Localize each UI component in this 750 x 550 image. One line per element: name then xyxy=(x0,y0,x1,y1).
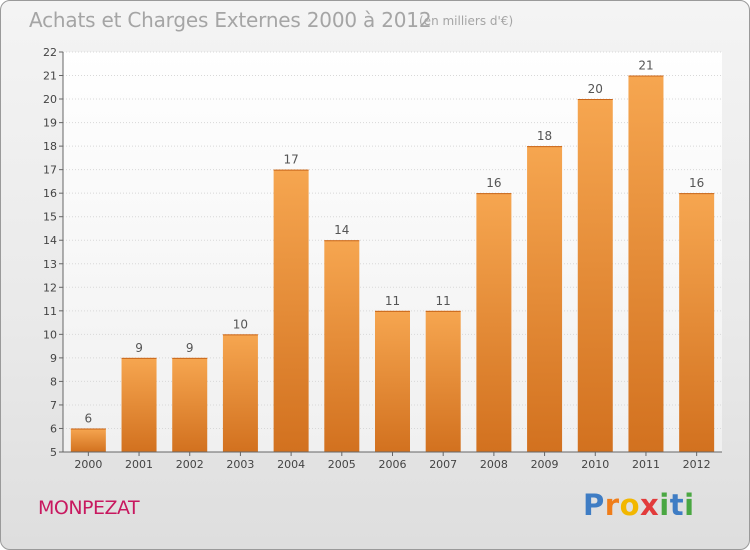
x-tick-label: 2006 xyxy=(379,458,407,471)
bar-value-label: 16 xyxy=(486,176,501,190)
bar-2005 xyxy=(324,240,360,452)
logo-letter: i xyxy=(659,488,670,522)
chart-subtitle: (en milliers d'€) xyxy=(419,14,514,28)
y-tick-label: 7 xyxy=(50,399,57,412)
bar-value-label: 14 xyxy=(334,223,349,237)
y-tick-label: 9 xyxy=(50,352,57,365)
bar-value-label: 17 xyxy=(283,153,298,167)
bar-2004 xyxy=(273,169,309,452)
bar-2000 xyxy=(70,428,106,452)
bar-2009 xyxy=(527,146,563,452)
bar-2012 xyxy=(679,193,715,453)
bar-value-label: 21 xyxy=(638,59,653,73)
x-tick-label: 2004 xyxy=(277,458,305,471)
x-tick-label: 2009 xyxy=(531,458,559,471)
x-tick-label: 2010 xyxy=(581,458,609,471)
y-tick-label: 11 xyxy=(43,305,57,318)
bar-2006 xyxy=(375,310,410,452)
logo-letter: t xyxy=(669,488,685,522)
x-tick-label: 2008 xyxy=(480,458,508,471)
y-tick-label: 20 xyxy=(43,93,57,106)
x-tick-label: 2011 xyxy=(632,458,660,471)
y-tick-label: 13 xyxy=(43,258,57,271)
y-tick-label: 16 xyxy=(43,187,57,200)
bar-value-label: 11 xyxy=(436,294,451,308)
y-tick-label: 6 xyxy=(50,422,57,435)
bar-2010 xyxy=(577,99,613,452)
y-tick-label: 10 xyxy=(43,328,57,341)
y-tick-label: 15 xyxy=(43,211,57,224)
logo-letter: r xyxy=(604,488,620,522)
bar-2011 xyxy=(628,75,664,452)
bar-2003 xyxy=(222,334,258,452)
y-tick-label: 18 xyxy=(43,140,57,153)
y-tick-label: 22 xyxy=(43,46,57,59)
bar-2002 xyxy=(172,357,208,452)
bar-value-label: 18 xyxy=(537,129,552,143)
bar-value-label: 9 xyxy=(135,341,143,355)
bar-value-label: 9 xyxy=(186,341,194,355)
x-tick-label: 2012 xyxy=(683,458,711,471)
x-tick-label: 2005 xyxy=(328,458,356,471)
x-tick-label: 2002 xyxy=(176,458,204,471)
x-tick-label: 2007 xyxy=(429,458,457,471)
bar-value-label: 20 xyxy=(588,82,603,96)
y-tick-label: 12 xyxy=(43,281,57,294)
bar-value-label: 6 xyxy=(85,411,93,425)
x-tick-label: 2000 xyxy=(74,458,102,471)
chart-title: Achats et Charges Externes 2000 à 2012 xyxy=(29,8,432,32)
logo-letter: P xyxy=(583,488,605,522)
x-tick-label: 2001 xyxy=(125,458,153,471)
y-tick-label: 8 xyxy=(50,375,57,388)
y-tick-label: 17 xyxy=(43,164,57,177)
bar-value-label: 16 xyxy=(689,176,704,190)
bar-2008 xyxy=(476,193,512,453)
y-tick-label: 19 xyxy=(43,117,57,130)
logo-letter: x xyxy=(640,488,660,522)
x-tick-label: 2003 xyxy=(226,458,254,471)
logo-letter: i xyxy=(684,488,695,522)
logo-letter: o xyxy=(619,488,641,522)
proxiti-logo: Proxiti xyxy=(583,488,695,522)
y-tick-label: 14 xyxy=(43,234,57,247)
bar-2007 xyxy=(425,310,461,452)
commune-name: MONPEZAT xyxy=(38,497,140,519)
y-tick-label: 5 xyxy=(50,446,57,459)
bar-value-label: 11 xyxy=(385,294,400,308)
bar-2001 xyxy=(121,357,157,452)
y-tick-label: 21 xyxy=(43,70,57,83)
bar-value-label: 10 xyxy=(233,317,248,331)
